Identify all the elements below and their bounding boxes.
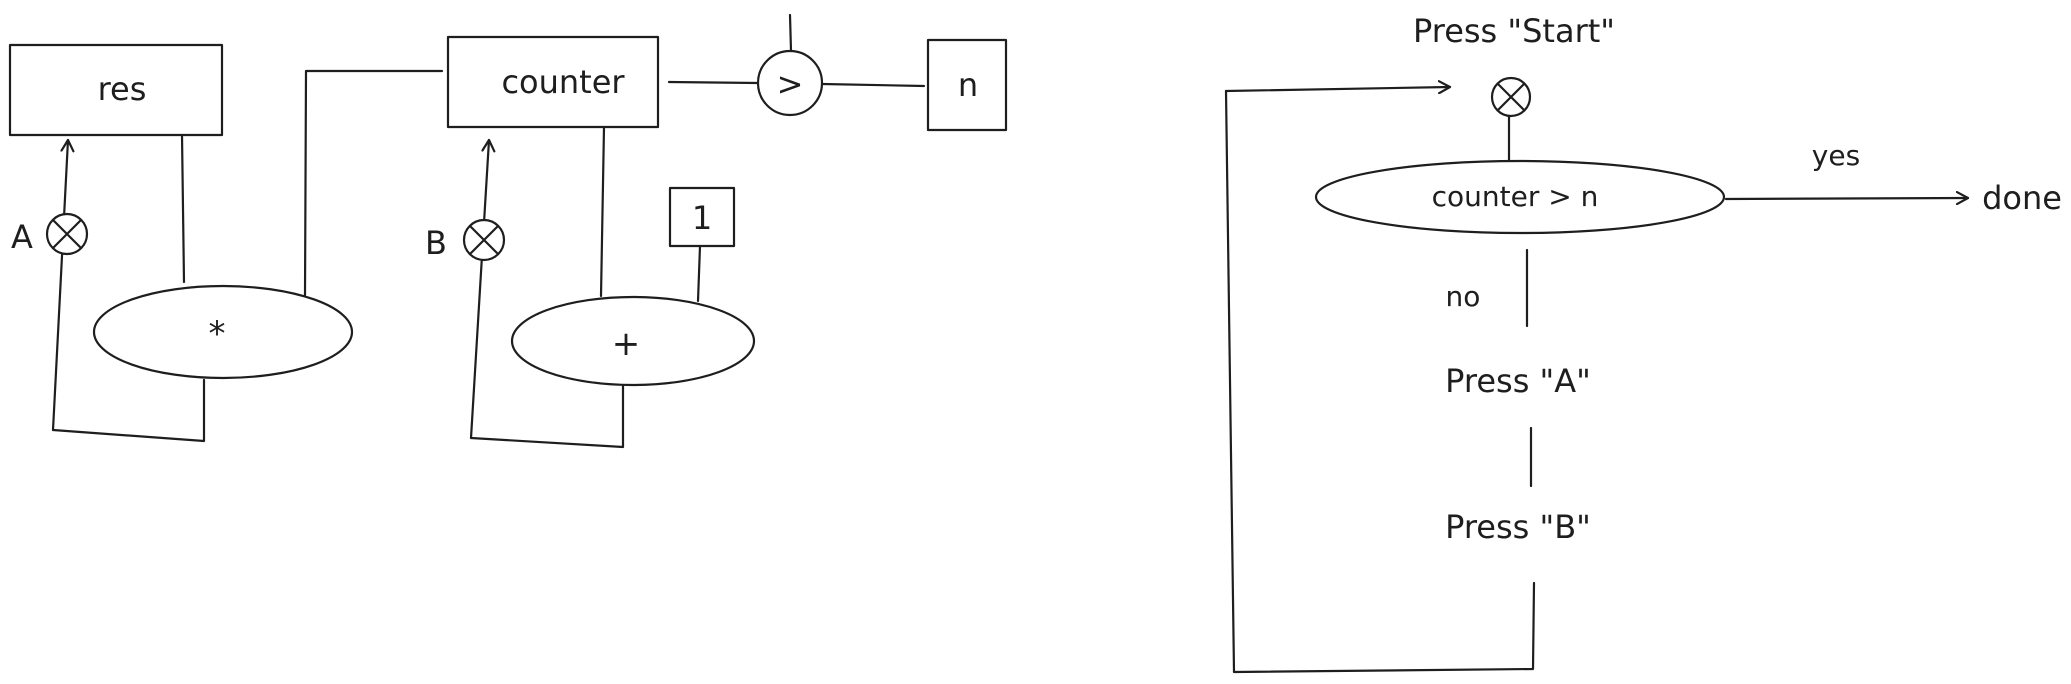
wire-add-feedback — [469, 383, 625, 449]
register-counter-label: counter — [501, 63, 625, 101]
constant-one: 1 — [668, 186, 736, 248]
step-press-b: Press "B" — [1445, 508, 1591, 546]
register-n: n — [926, 38, 1008, 132]
wire-multiply-to-counter-line — [303, 69, 444, 297]
flowchart: Press "Start" counter > n yes done no Pr… — [1224, 12, 2062, 674]
add-unit: + — [510, 295, 756, 387]
button-b-label: B — [425, 224, 447, 262]
wire-one-to-add — [696, 244, 702, 303]
register-res: res — [8, 43, 224, 137]
arrow-into-res — [51, 138, 68, 432]
step-press-start: Press "Start" — [1413, 12, 1615, 50]
register-n-label: n — [958, 66, 978, 104]
button-a-label: A — [11, 218, 33, 256]
wire-res-to-multiply — [180, 133, 186, 284]
constant-one-label: 1 — [692, 199, 712, 237]
button-b-cross-icon — [468, 224, 500, 256]
register-res-label: res — [98, 70, 147, 108]
add-label: + — [612, 324, 641, 364]
button-a-cross-icon — [51, 218, 83, 250]
condition-node: counter > n — [1314, 159, 1726, 235]
done-label: done — [1982, 179, 2062, 217]
register-counter: counter — [446, 35, 660, 129]
condition-label: counter > n — [1432, 180, 1599, 213]
step-press-a: Press "A" — [1445, 362, 1591, 400]
yes-label: yes — [1812, 139, 1860, 172]
multiply-unit: * — [92, 284, 354, 380]
comparator: > — [756, 49, 824, 117]
no-label: no — [1446, 280, 1481, 313]
button-a[interactable]: A — [11, 212, 89, 256]
wire-comparator-to-n — [820, 82, 926, 88]
arrow-yes — [1724, 198, 1970, 199]
arrow-loop-to-start — [1224, 87, 1452, 91]
wire-comparator-out — [788, 13, 793, 53]
arrow-into-counter — [469, 138, 489, 440]
start-button-cross-icon — [1496, 82, 1526, 112]
wire-multiply-feedback — [51, 378, 206, 443]
start-button[interactable] — [1490, 76, 1532, 118]
wire-loop-back — [1224, 89, 1536, 674]
wire-counter-to-add — [599, 125, 606, 298]
multiply-label: * — [209, 314, 226, 354]
wire-counter-to-comparator — [667, 80, 760, 85]
comparator-label: > — [777, 65, 804, 103]
button-b[interactable]: B — [425, 218, 506, 262]
datapath: res counter n 1 > * + — [8, 13, 1008, 449]
